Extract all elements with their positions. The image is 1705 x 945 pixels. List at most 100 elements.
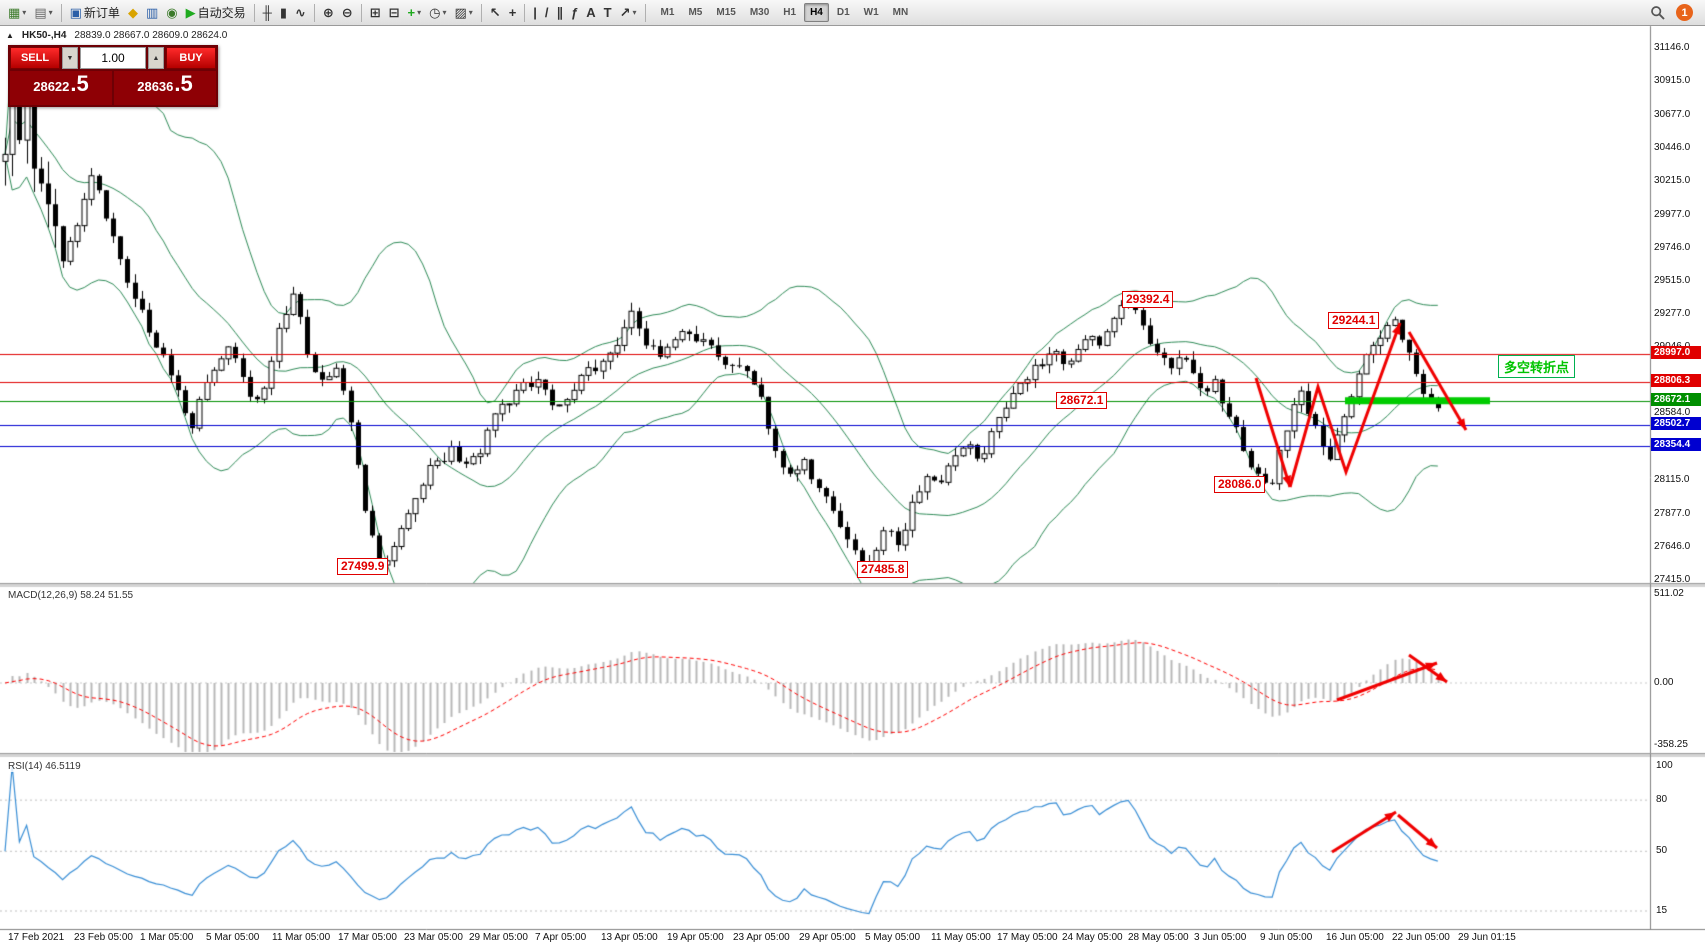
timeframe-toolbar: M1 M5 M15 M30 H1 H4 D1 W1 MN <box>654 3 916 22</box>
time-axis-label: 23 Mar 05:00 <box>404 932 463 943</box>
time-axis-label: 11 Mar 05:00 <box>272 932 331 943</box>
template-icon: ▨ <box>454 4 467 20</box>
price-axis-label: 27415.0 <box>1654 574 1691 585</box>
new-order-button[interactable]: ▣ 新订单 <box>66 3 124 23</box>
time-axis-label: 16 Jun 05:00 <box>1326 932 1384 943</box>
channel-button[interactable]: ∥ <box>553 3 568 23</box>
buy-price: 28636 <box>137 79 174 94</box>
line-chart-button[interactable]: ∿ <box>291 3 310 23</box>
toolbar-separator <box>253 3 255 22</box>
metaeditor-icon: ◆ <box>127 4 138 20</box>
trendline-button[interactable]: / <box>541 3 553 23</box>
timeframe-w1-button[interactable]: W1 <box>863 7 879 18</box>
time-axis-label: 9 Jun 05:00 <box>1260 932 1313 943</box>
strategy-tester-icon: ◉ <box>166 4 178 20</box>
price-axis-label: 31146.0 <box>1654 42 1690 53</box>
terminal-icon: ▥ <box>145 4 159 20</box>
auto-trading-button[interactable]: ▶ 自动交易 <box>182 3 250 23</box>
volume-input[interactable]: 1.00 <box>80 47 146 69</box>
template-button[interactable]: ▨ ▾ <box>450 3 476 23</box>
notification-badge[interactable]: 1 <box>1676 4 1693 21</box>
fibonacci-button[interactable]: ƒ <box>567 3 582 23</box>
trendline-icon: / <box>544 4 549 20</box>
toolbar-separator <box>644 3 646 22</box>
timeframe-h4-button[interactable]: H4 <box>804 3 829 22</box>
price-axis-label: 27877.0 <box>1654 508 1691 520</box>
sell-button[interactable]: SELL <box>10 47 60 69</box>
cursor-button[interactable]: ↖ <box>486 3 505 23</box>
toolbar-separator <box>360 3 362 22</box>
line-chart-icon: ∿ <box>294 4 306 20</box>
time-axis-label: 29 Mar 05:00 <box>469 932 528 943</box>
timeframe-m15-button[interactable]: M15 <box>716 7 736 18</box>
buy-price-button[interactable]: 28636 .5 <box>114 71 216 105</box>
price-axis-label: 28115.0 <box>1654 474 1690 486</box>
crosshair-button[interactable]: + <box>505 3 521 23</box>
timeframe-mn-button[interactable]: MN <box>892 7 909 18</box>
channel-icon: ∥ <box>556 4 564 20</box>
zoom-out-button[interactable]: ⊖ <box>338 3 357 23</box>
sell-price-button[interactable]: 28622 .5 <box>10 71 112 105</box>
new-chart-button[interactable]: ▦ ▾ <box>4 3 30 23</box>
add-indicator-button[interactable]: + ▾ <box>404 3 426 23</box>
price-axis-tag: 28672.1 <box>1651 392 1701 406</box>
timeframe-d1-button[interactable]: D1 <box>836 7 850 18</box>
candlestick-chart-button[interactable]: ▮ <box>276 3 291 23</box>
arrows-button[interactable]: ↗ ▾ <box>616 3 641 23</box>
label-button[interactable]: T <box>600 3 616 23</box>
search-button[interactable] <box>1650 5 1666 21</box>
volume-up-stepper[interactable]: ▲ <box>148 47 164 69</box>
rsi-axis-label: 15 <box>1656 905 1668 916</box>
price-annotation: 29244.1 <box>1328 312 1380 329</box>
caret-down-icon: ▾ <box>468 8 473 17</box>
tile-windows-button[interactable]: ⊞ <box>366 3 385 23</box>
time-axis-label: 7 Apr 05:00 <box>535 932 587 943</box>
bar-chart-icon: ╫ <box>262 4 272 20</box>
time-axis-label: 11 May 05:00 <box>931 932 991 943</box>
new-chart-icon: ▦ <box>8 4 21 20</box>
terminal-button[interactable]: ▥ <box>142 3 162 23</box>
time-axis-label: 5 Mar 05:00 <box>206 932 260 943</box>
strategy-tester-button[interactable]: ◉ <box>162 3 181 23</box>
price-axis-label: 29977.0 <box>1654 208 1691 220</box>
zoom-in-button[interactable]: ⊕ <box>319 3 338 23</box>
price-annotation: 27499.9 <box>337 558 389 575</box>
price-annotation: 29392.4 <box>1122 291 1174 308</box>
period-icon: ◷ <box>429 4 441 20</box>
vertical-line-button[interactable]: | <box>529 3 541 23</box>
timeframe-m1-button[interactable]: M1 <box>660 7 675 18</box>
macd-indicator-label: MACD(12,26,9) 58.24 51.55 <box>6 590 136 601</box>
buy-price-pips: .5 <box>174 71 193 96</box>
bar-chart-button[interactable]: ╫ <box>259 3 276 23</box>
vertical-line-icon: | <box>533 4 537 20</box>
main-toolbar: ▦ ▾ ▤ ▾ ▣ 新订单 ◆ ▥ ◉ ▶ 自动交易 ╫ ▮ ∿ ⊕ ⊖ ⊞ ⊟ + ▾ ◷ ▾ ▨ ▾ ↖ + | / ∥ ƒ A T ↗ ▾ … <box>0 0 1705 26</box>
time-axis-label: 24 May 05:00 <box>1062 932 1123 943</box>
volume-down-stepper[interactable]: ▼ <box>62 47 78 69</box>
profiles-button[interactable]: ▤ ▾ <box>30 3 56 23</box>
toolbar-separator <box>313 3 315 22</box>
period-button[interactable]: ◷ ▾ <box>425 3 450 23</box>
timeframe-h1-button[interactable]: H1 <box>783 7 797 18</box>
caret-down-icon: ▾ <box>417 8 422 17</box>
macd-axis-label: 511.02 <box>1654 587 1684 599</box>
price-annotation: 28672.1 <box>1056 392 1108 409</box>
tile-windows-icon: ⊞ <box>369 4 381 20</box>
candlestick-chart-icon: ▮ <box>279 4 287 20</box>
collapse-panel-icon[interactable]: ▲ <box>6 31 14 40</box>
sell-price-pips: .5 <box>70 71 89 96</box>
price-axis-label: 30677.0 <box>1654 108 1691 120</box>
cascade-windows-button[interactable]: ⊟ <box>385 3 404 23</box>
timeframe-m5-button[interactable]: M5 <box>688 7 703 18</box>
time-axis-label: 29 Apr 05:00 <box>799 932 856 943</box>
metaeditor-button[interactable]: ◆ <box>124 3 142 23</box>
price-axis-label: 30446.0 <box>1654 141 1691 153</box>
timeframe-m30-button[interactable]: M30 <box>749 7 770 18</box>
time-axis-label: 23 Apr 05:00 <box>733 932 790 943</box>
ohlc-values: 28839.0 28667.0 28609.0 28624.0 <box>74 30 228 41</box>
search-icon <box>1651 5 1665 20</box>
text-button[interactable]: A <box>582 3 599 23</box>
buy-button[interactable]: BUY <box>166 47 216 69</box>
